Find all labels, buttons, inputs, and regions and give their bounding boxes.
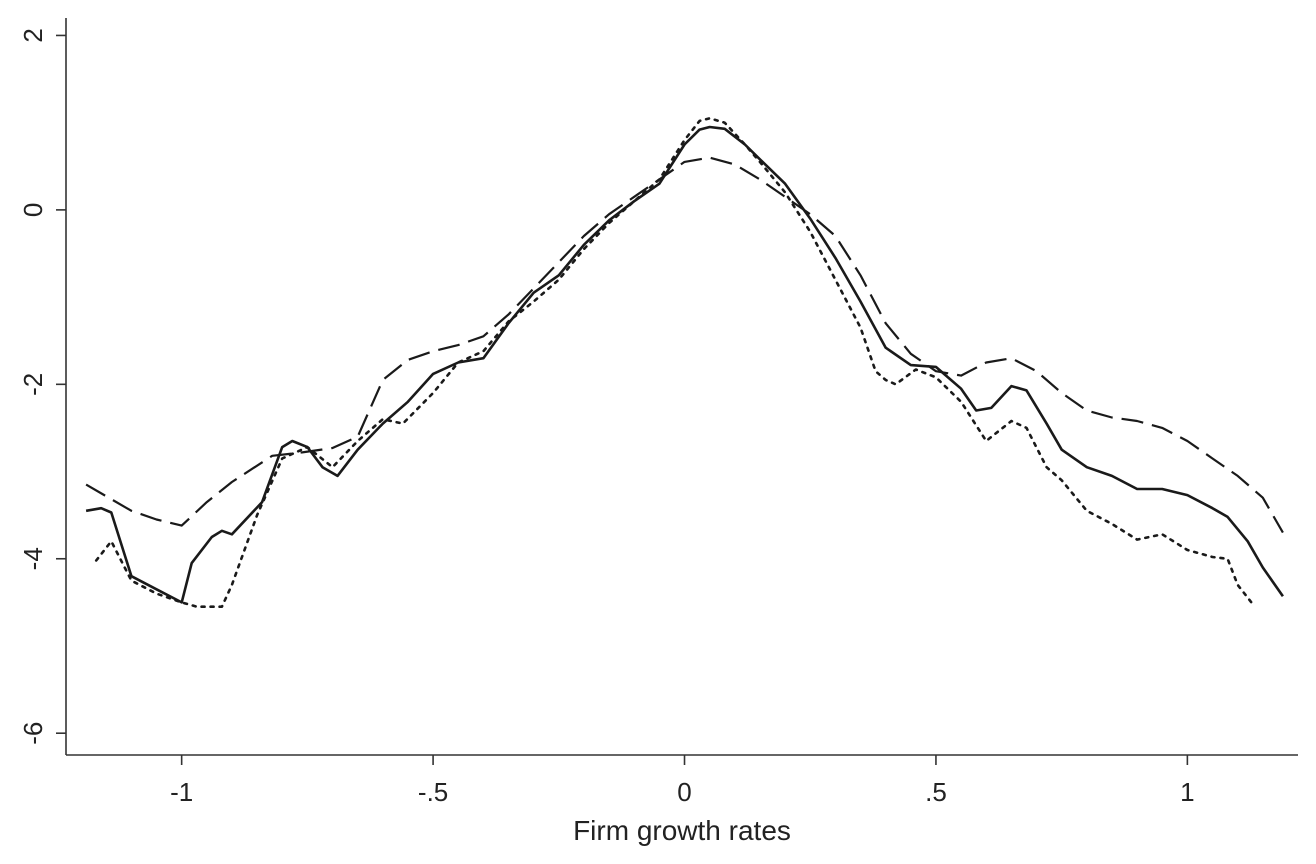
series-dotted-line xyxy=(94,117,1254,609)
y-tick-label: -4 xyxy=(18,547,48,570)
y-tick-label: 2 xyxy=(18,28,48,42)
x-axis-title: Firm growth rates xyxy=(573,815,791,846)
x-tick-label: 1 xyxy=(1180,777,1194,807)
x-tick-label: .5 xyxy=(925,777,947,807)
x-tick-label: -.5 xyxy=(418,777,448,807)
y-tick-label: 0 xyxy=(18,203,48,217)
plot-series xyxy=(85,117,1284,609)
y-tick-label: -2 xyxy=(18,373,48,396)
axes: -1 -.5 0 .5 1 2 0 -2 -4 -6 xyxy=(18,18,1298,807)
series-dashed-line xyxy=(85,156,1284,534)
x-tick-label: -1 xyxy=(170,777,193,807)
y-tick-label: -6 xyxy=(18,722,48,745)
x-tick-label: 0 xyxy=(677,777,691,807)
series-solid-line xyxy=(85,125,1284,604)
